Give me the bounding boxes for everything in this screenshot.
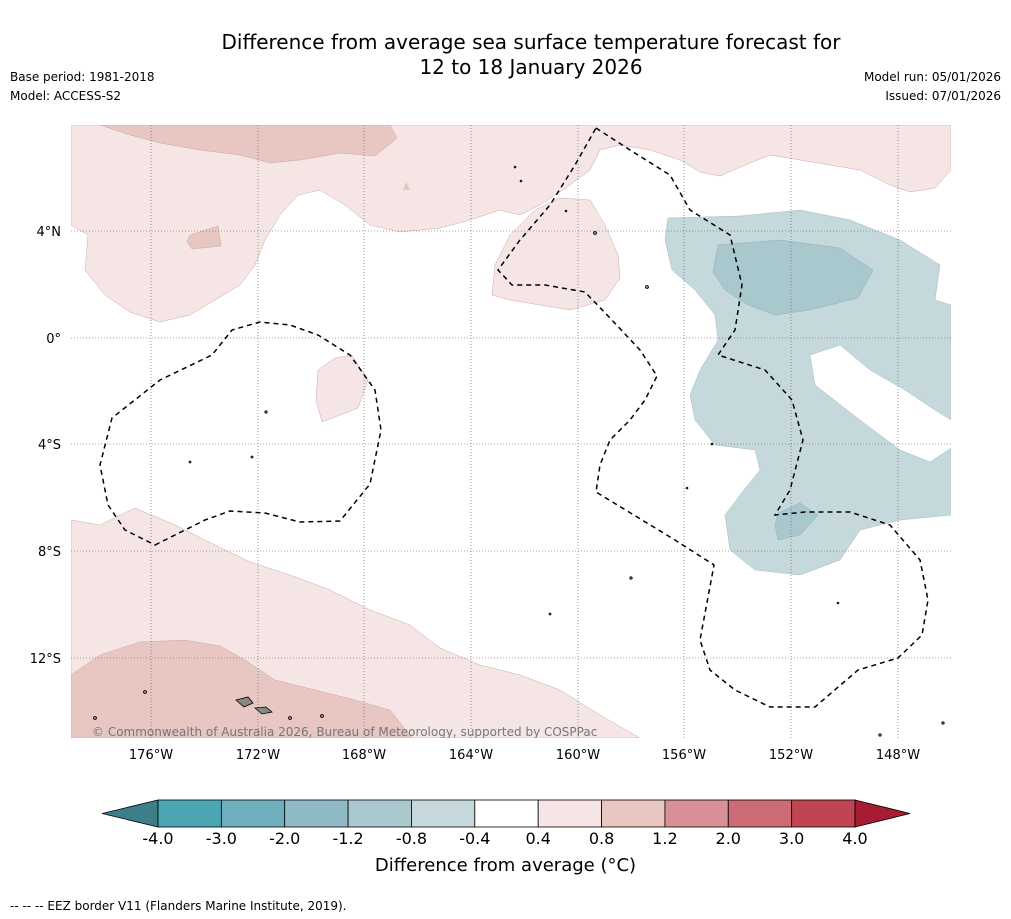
lat-label-12s: 12°S <box>30 652 61 667</box>
colorbar-tick-label: -4.0 <box>142 829 173 848</box>
warm-patch-small <box>186 225 222 250</box>
base-period: Base period: 1981-2018 <box>10 70 155 84</box>
colorbar-tick-label: 3.0 <box>779 829 804 848</box>
lon-label-164w: 164°W <box>449 748 493 763</box>
model-run: Model run: 05/01/2026 <box>863 70 1001 84</box>
graticule <box>71 125 951 738</box>
colorbar-bins <box>157 799 856 828</box>
colorbar-tick-label: 1.2 <box>652 829 677 848</box>
colorbar-ticks: -4.0 -3.0 -2.0 -1.2 -0.8 -0.4 0.4 0.8 1.2 2.0 3.0 4… <box>142 829 867 848</box>
lat-label-8s: 8°S <box>38 545 61 560</box>
colorbar: -4.0 -3.0 -2.0 -1.2 -0.8 -0.4 0.4 0.8 1.2 2.0 3.0 4… <box>101 799 911 848</box>
colorbar-bin <box>664 799 729 828</box>
colorbar-tick-label: -0.8 <box>396 829 427 848</box>
warm-region-mid <box>315 354 369 423</box>
colorbar-tick-label: -1.2 <box>332 829 363 848</box>
colorbar-tick-label: -2.0 <box>269 829 300 848</box>
colorbar-tick-label: 0.8 <box>589 829 614 848</box>
island-samoa-west <box>235 696 254 708</box>
model-name: Model: ACCESS-S2 <box>10 89 122 103</box>
issued-date: Issued: 07/01/2026 <box>885 89 1001 103</box>
colorbar-bin <box>727 799 793 828</box>
cool-region-east <box>664 209 951 576</box>
copyright-text: © Commonwealth of Australia 2026, Bureau… <box>92 725 597 739</box>
eez-borders <box>99 126 929 708</box>
title-line-2: 12 to 18 January 2026 <box>419 55 643 79</box>
lat-label-4n: 4°N <box>37 225 62 240</box>
map-area: © Commonwealth of Australia 2026, Bureau… <box>71 125 951 739</box>
colorbar-bin <box>537 799 602 828</box>
colorbar-under-arrow <box>101 799 159 828</box>
lon-label-152w: 152°W <box>769 748 813 763</box>
islands <box>93 165 945 737</box>
colorbar-over-arrow <box>854 799 911 828</box>
colorbar-bin <box>157 799 222 828</box>
cool-patch-south <box>774 502 819 541</box>
colorbar-bin <box>220 799 286 828</box>
colorbar-tick-label: 2.0 <box>716 829 741 848</box>
lon-label-176w: 176°W <box>129 748 173 763</box>
colorbar-tick-label: 0.4 <box>525 829 550 848</box>
colorbar-tick-label: -0.4 <box>459 829 490 848</box>
lon-label-168w: 168°W <box>342 748 386 763</box>
title-line-1: Difference from average sea surface temp… <box>221 30 841 54</box>
warm-patch-tiny <box>403 182 410 190</box>
chart-title: Difference from average sea surface temp… <box>0 30 1011 80</box>
lon-label-148w: 148°W <box>876 748 920 763</box>
meta-left: Base period: 1981-2018 Model: ACCESS-S2 <box>10 68 155 106</box>
colorbar-bin <box>601 799 666 828</box>
cool-region-east-core <box>712 239 874 316</box>
warm-region-north-core <box>99 125 398 164</box>
colorbar-bin <box>474 799 539 828</box>
warm-region-north <box>71 125 951 323</box>
colorbar-bin <box>284 799 349 828</box>
colorbar-tick-label: -3.0 <box>206 829 237 848</box>
lon-label-172w: 172°W <box>236 748 280 763</box>
lat-label-0: 0° <box>46 332 61 347</box>
lat-labels: 4°N 0° 4°S 8°S 12°S <box>30 225 61 667</box>
colorbar-tick-label: 4.0 <box>842 829 867 848</box>
island-samoa-east <box>254 706 273 715</box>
colorbar-bin <box>791 799 856 828</box>
warm-region-central <box>491 197 621 311</box>
eez-west <box>99 321 382 546</box>
colorbar-label: Difference from average (°C) <box>374 855 637 876</box>
eez-central <box>497 126 929 708</box>
warm-region-south-core <box>71 639 413 738</box>
lon-labels: 176°W 172°W 168°W 164°W 160°W 156°W 152°… <box>129 748 920 763</box>
lon-label-160w: 160°W <box>556 748 600 763</box>
meta-right: Model run: 05/01/2026 Issued: 07/01/2026 <box>864 68 1001 106</box>
lat-label-4s: 4°S <box>38 438 61 453</box>
eez-footnote: -- -- -- EEZ border V11 (Flanders Marine… <box>10 899 347 913</box>
colorbar-bin <box>411 799 476 828</box>
colorbar-bin <box>347 799 412 828</box>
lon-label-156w: 156°W <box>662 748 706 763</box>
